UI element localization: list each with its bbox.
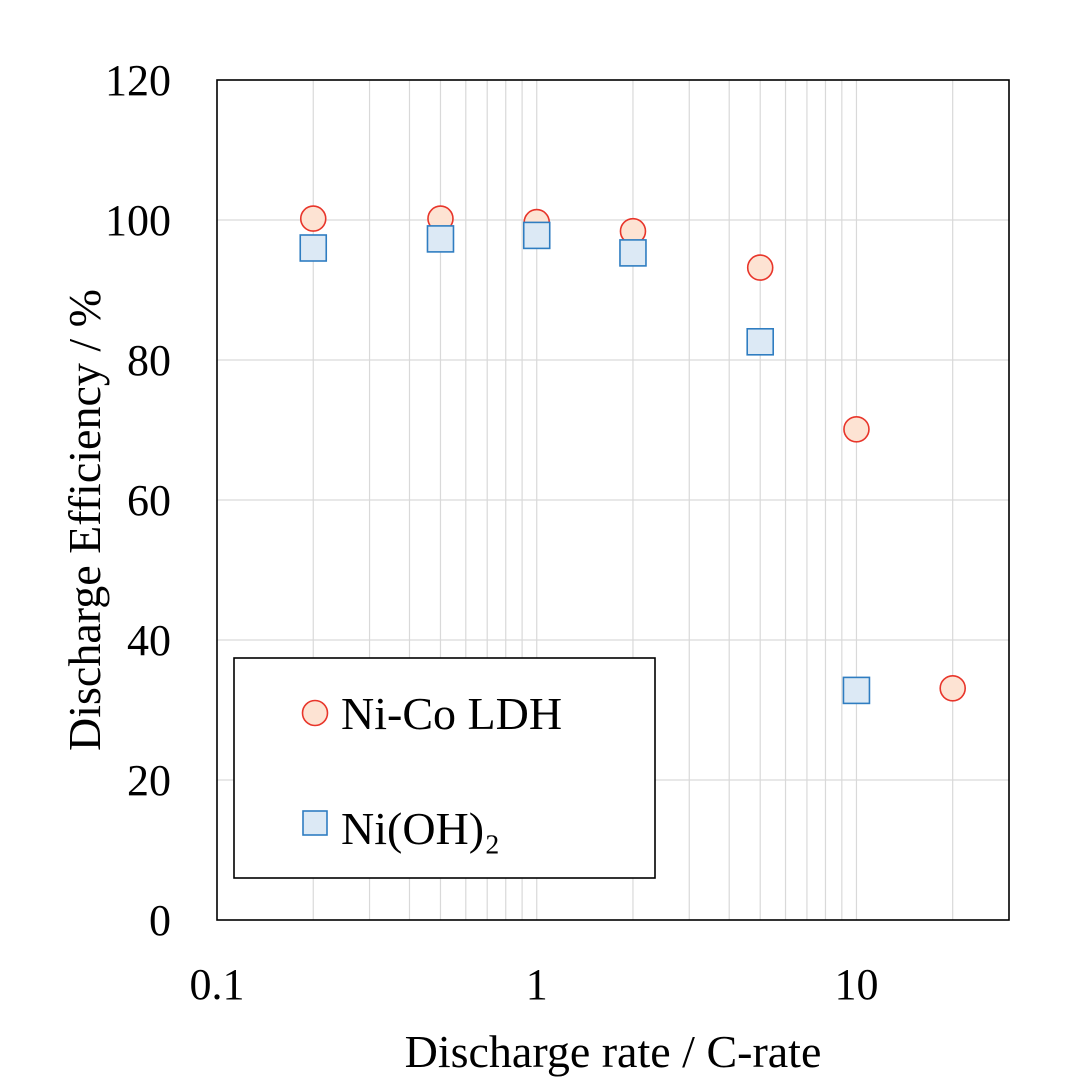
- data-point-ni-oh2: [842, 676, 871, 705]
- data-point-ni-oh2: [426, 225, 455, 253]
- legend-box: [233, 657, 656, 879]
- y-tick-label: 0: [149, 896, 171, 945]
- x-axis-ticks: 0.1 1 10: [190, 960, 879, 1009]
- legend-label-ni-oh2: Ni(OH)₂: [341, 803, 500, 854]
- legend-label-ni-co-ldh: Ni-Co LDH: [341, 688, 562, 739]
- y-axis-ticks: 0 20 40 60 80 100 120: [105, 56, 171, 945]
- y-tick-label: 100: [105, 196, 171, 245]
- y-tick-label: 60: [127, 476, 171, 525]
- y-tick-label: 80: [127, 336, 171, 385]
- plot-area-frame: [216, 79, 1010, 921]
- x-axis-label: Discharge rate / C-rate: [405, 1026, 822, 1077]
- data-point-ni-co-ldh: [939, 674, 966, 702]
- data-point-ni-oh2: [299, 234, 328, 262]
- legend: Ni-Co LDH Ni(OH)₂: [233, 657, 656, 879]
- legend-marker-ni-co-ldh: [301, 699, 329, 727]
- data-point-ni-oh2: [522, 221, 551, 250]
- y-tick-label: 20: [127, 756, 171, 805]
- data-point-ni-co-ldh: [843, 415, 870, 443]
- legend-marker-ni-oh2: [302, 810, 328, 836]
- x-tick-label: 10: [834, 960, 878, 1009]
- y-tick-label: 120: [105, 56, 171, 105]
- y-tick-label: 40: [127, 616, 171, 665]
- grid-lines: [217, 80, 1009, 920]
- data-markers: [299, 205, 966, 705]
- data-point-ni-oh2: [746, 327, 775, 356]
- data-point-ni-co-ldh: [299, 205, 327, 232]
- x-tick-label: 0.1: [190, 960, 245, 1009]
- data-point-ni-co-ldh: [746, 254, 774, 281]
- data-point-ni-oh2: [619, 239, 647, 267]
- x-tick-label: 1: [526, 960, 548, 1009]
- y-axis-label: Discharge Efficiency / %: [59, 289, 110, 751]
